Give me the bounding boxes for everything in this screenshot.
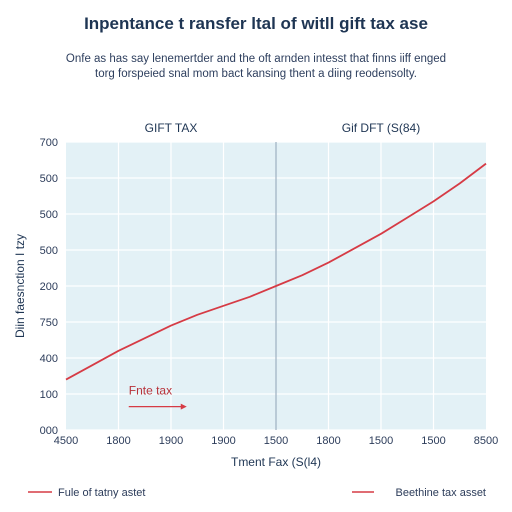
y-tick-label: 750 xyxy=(40,317,58,329)
x-tick-label: 1500 xyxy=(421,435,445,447)
y-axis-title: Diin faesnction I tzy xyxy=(13,234,27,338)
x-tick-label: 1500 xyxy=(369,435,393,447)
y-tick-label: 400 xyxy=(40,353,58,365)
annotation-arrowhead xyxy=(180,403,187,410)
x-tick-label: 1800 xyxy=(316,435,340,447)
x-tick-label: 8500 xyxy=(474,435,498,447)
y-tick-label: 100 xyxy=(40,389,58,401)
annotation-label: Fnte tax xyxy=(129,384,172,398)
x-axis-title: Tment Fax (S(l4) xyxy=(231,455,321,469)
y-tick-label: 700 xyxy=(40,137,58,149)
y-tick-label: 200 xyxy=(40,281,58,293)
legend-entry-1: Fule of tatny astet xyxy=(58,487,145,499)
x-tick-label: 1900 xyxy=(211,435,235,447)
y-tick-label: 000 xyxy=(40,425,58,437)
series-line xyxy=(65,162,487,381)
x-tick-label: 1500 xyxy=(264,435,288,447)
y-tick-label: 500 xyxy=(40,173,58,185)
segment-label-left: GIFT TAX xyxy=(145,121,198,135)
segment-label-right: Gif DFT (S(84) xyxy=(342,121,420,135)
x-tick-label: 1900 xyxy=(159,435,183,447)
x-tick-label: 1800 xyxy=(106,435,130,447)
x-tick-label: 4500 xyxy=(54,435,78,447)
chart-subtitle-line-1: Onfe as has say lenemertder and the oft … xyxy=(65,53,447,65)
chart-subtitle-line-2: torg forspeied snal mom bact kansing the… xyxy=(95,68,417,80)
chart-title: Inpentance t ransfer ltal of witll gift … xyxy=(84,14,428,33)
legend-entry-2: Beethine tax asset xyxy=(395,487,486,499)
y-tick-label: 500 xyxy=(40,209,58,221)
y-tick-label: 500 xyxy=(40,245,58,257)
